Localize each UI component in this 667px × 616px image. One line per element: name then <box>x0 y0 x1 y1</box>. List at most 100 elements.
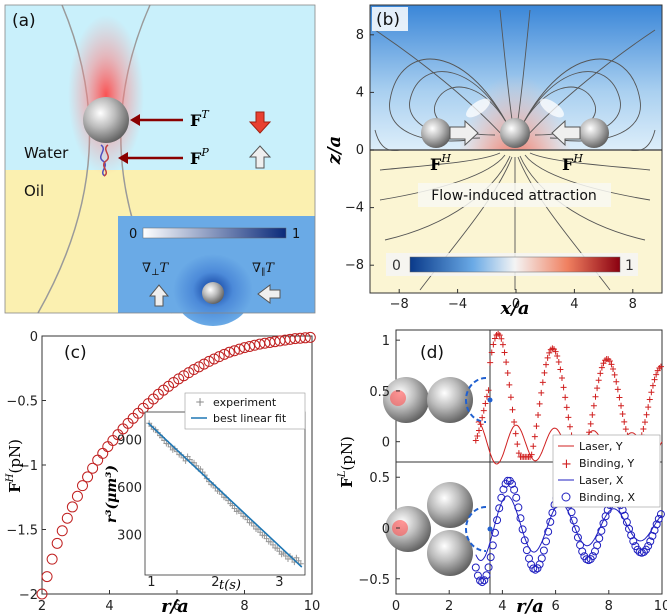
binding-x-point <box>478 578 487 587</box>
inset-colorbar <box>142 227 287 239</box>
force-t-label: FT <box>190 108 210 130</box>
binding-y-point <box>645 404 652 411</box>
panel-b-label: (b) <box>376 10 400 30</box>
legend-fit: best linear fit <box>213 412 287 425</box>
panel-c-inset-xlabel: t(s) <box>219 578 241 593</box>
binding-y-point <box>554 353 561 360</box>
binding-y-point <box>619 411 626 418</box>
binding-y-point <box>618 402 625 409</box>
binding-y-point <box>536 400 543 407</box>
binding-y-point <box>541 369 548 376</box>
panel-d-top-marks <box>472 330 664 465</box>
b-xtick-label: 8 <box>629 297 637 312</box>
binding-x-point <box>516 514 525 523</box>
binding-y-point <box>641 419 648 426</box>
c-data-point <box>233 343 245 355</box>
binding-y-point <box>480 407 487 414</box>
binding-y-point <box>477 421 484 428</box>
b-xtick-label: 0 <box>512 297 520 312</box>
panel-c-inset-yticks: 900 600 300 <box>117 433 142 543</box>
binding-y-point <box>558 375 565 382</box>
b-ytick-label: −8 <box>345 258 364 273</box>
binding-x-point <box>548 508 557 517</box>
svg-text:+: + <box>561 457 572 472</box>
c-data-point <box>299 332 311 344</box>
b-xtick-label: −4 <box>448 297 467 312</box>
binding-x-point <box>567 508 576 517</box>
panel-c-xticks: 2 4 6 8 10 <box>38 590 320 614</box>
panel-c-yticks: 0 −0.5 −1 −1.5 −2 <box>6 330 46 603</box>
binding-x-point <box>656 510 665 519</box>
panel-d-label: (d) <box>420 343 444 363</box>
b-ytick-label: 8 <box>356 28 364 43</box>
c-data-point <box>213 351 225 363</box>
panel-b-xticks: −8 −4 0 4 8 <box>390 289 637 312</box>
panel-c-inset-xticks: 1 2 3 <box>147 575 283 590</box>
binding-y-point <box>614 386 621 393</box>
inset-xtick-label: 1 <box>147 575 155 590</box>
inset-experiment-point <box>270 541 276 548</box>
binding-y-point <box>587 420 594 427</box>
c-data-point <box>61 512 73 524</box>
binding-y-point <box>485 387 492 394</box>
binding-y-point <box>565 414 572 421</box>
binding-x-point <box>499 485 508 494</box>
c-data-point <box>249 339 261 351</box>
d-ytick-label-top: 0.5 <box>369 385 390 400</box>
panel-c-label: (c) <box>64 343 87 363</box>
c-data-point <box>218 348 230 360</box>
binding-y-point <box>514 441 521 448</box>
d-xtick-label: 0 <box>392 599 400 614</box>
oil-label: Oil <box>24 182 44 200</box>
b-xtick-label: 4 <box>570 297 578 312</box>
flow-annotation: Flow-induced attraction <box>431 188 597 204</box>
binding-y-point <box>557 366 564 373</box>
binding-y-point <box>531 433 538 440</box>
inset-experiment-point <box>274 545 281 552</box>
binding-x-point <box>520 536 529 545</box>
binding-x-point <box>482 571 491 580</box>
dna-helix-icon <box>99 144 107 177</box>
binding-y-point <box>552 348 559 355</box>
binding-x-point <box>476 576 485 585</box>
binding-x-point <box>522 546 531 555</box>
panel-b-xlabel: x/a <box>500 298 530 319</box>
binding-y-point <box>501 349 508 356</box>
panel-a: FT FP Water Oil (a) 0 1 ∇⊥T ∇∥T <box>4 4 316 326</box>
binding-y-point <box>511 419 518 426</box>
binding-y-point <box>653 371 660 378</box>
binding-y-point <box>496 332 503 339</box>
binding-x-point <box>639 547 648 556</box>
binding-y-point <box>560 384 567 391</box>
binding-x-point <box>514 503 523 512</box>
flow-colorbar-min: 0 <box>392 258 401 274</box>
d-sphere-laser-top <box>383 377 429 423</box>
binding-x-point <box>518 525 527 534</box>
force-h-left: FH <box>430 152 451 174</box>
water-label: Water <box>24 144 69 162</box>
binding-x-point <box>569 516 578 525</box>
binding-y-point <box>515 450 522 457</box>
binding-x-point <box>648 531 657 540</box>
binding-y-point <box>474 432 481 439</box>
d-sphere-top <box>427 377 473 423</box>
binding-y-point <box>504 369 511 376</box>
inset-experiment-point <box>293 554 300 561</box>
inset-colorbar-min: 0 <box>129 227 137 242</box>
c-data-point <box>71 490 83 502</box>
panel-c-inset-ylabel: r³(μm³) <box>104 465 120 523</box>
left-arrow-icon <box>551 119 581 147</box>
panel-c-legend <box>184 392 306 430</box>
legend-experiment: experiment <box>213 396 277 409</box>
panel-d: 0 2 4 6 8 10 10.500.50−0.5 (d) Laser, Y + Bin… <box>337 329 667 616</box>
c-data-point <box>239 342 250 354</box>
binding-y-point <box>566 423 573 430</box>
up-arrow-icon <box>248 145 272 169</box>
binding-y-point <box>479 414 486 421</box>
binding-x-point <box>599 519 608 528</box>
inset-ytick-label: 600 <box>117 481 142 496</box>
c-data-point <box>46 553 58 565</box>
binding-y-point <box>475 427 482 434</box>
d-dashed-arc-bottom <box>465 506 487 552</box>
binding-y-point <box>528 451 535 458</box>
